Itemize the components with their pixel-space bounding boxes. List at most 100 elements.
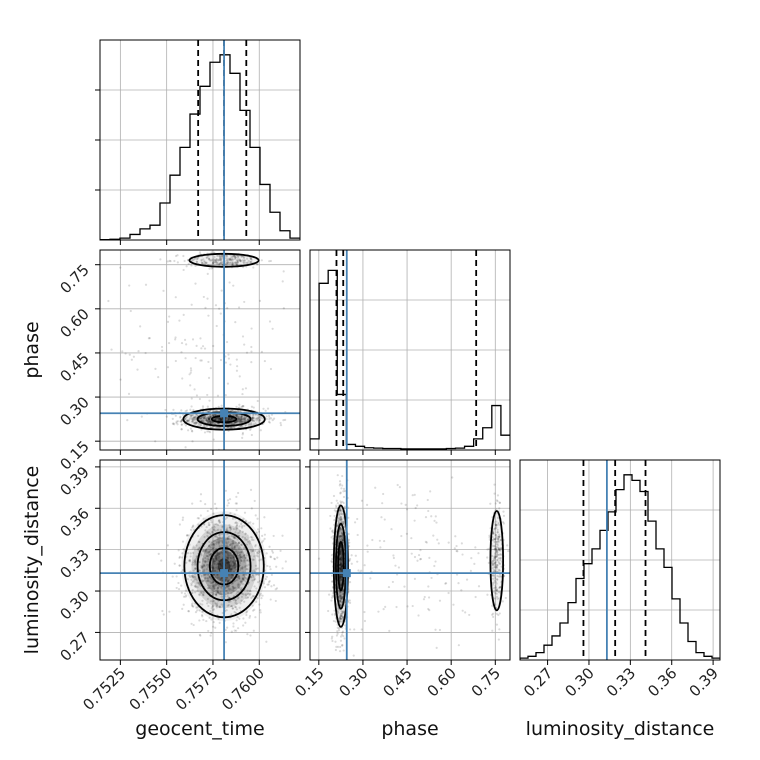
sample-point (187, 419, 190, 422)
panel-frame-22 (519, 459, 721, 661)
sample-point (217, 576, 220, 579)
sample-point (260, 597, 263, 600)
sample-point (193, 257, 196, 261)
sample-point (186, 419, 189, 423)
sample-point (248, 542, 251, 545)
sample-point (492, 559, 495, 562)
sample-point (240, 551, 243, 554)
sample-point (405, 508, 409, 511)
sample-point (235, 421, 238, 424)
sample-point (212, 414, 215, 417)
sample-point (236, 261, 239, 264)
sample-point (204, 560, 207, 563)
sample-point (232, 560, 235, 563)
sample-point (213, 523, 216, 526)
sample-point (495, 564, 499, 567)
sample-point (218, 520, 222, 524)
sample-point (208, 417, 211, 420)
hist-step-luminosity_distance (520, 474, 720, 660)
sample-point (340, 555, 343, 558)
sample-point (221, 417, 224, 421)
sample-point (227, 540, 230, 544)
sample-point (210, 426, 213, 429)
sample-point (231, 585, 234, 588)
sample-point (416, 504, 419, 507)
sample-point (227, 580, 230, 583)
sample-point (218, 621, 221, 624)
sample-point (207, 410, 210, 413)
sample-point (205, 579, 208, 583)
sample-point (272, 417, 276, 420)
sample-point (187, 429, 190, 432)
sample-point (240, 581, 243, 584)
sample-point (371, 538, 374, 542)
sample-point (232, 589, 235, 592)
sample-point (341, 532, 344, 535)
sample-point (230, 534, 233, 537)
panel-frame-10 (99, 249, 301, 451)
sample-point (339, 614, 342, 617)
sample-point (220, 577, 224, 580)
sample-point (262, 539, 265, 542)
sample-point (201, 599, 204, 602)
sample-point (237, 419, 240, 422)
sample-point (184, 410, 187, 413)
sample-point (182, 413, 185, 417)
sample-point (250, 350, 253, 353)
sample-point (489, 502, 492, 505)
sample-point (230, 574, 233, 577)
sample-point (465, 578, 469, 581)
sample-point (202, 618, 205, 621)
sample-point (229, 587, 232, 590)
sample-point (240, 587, 243, 590)
sample-point (217, 254, 220, 257)
sample-point (433, 519, 436, 522)
sample-point (210, 422, 213, 425)
sample-point (232, 542, 235, 545)
sample-point (208, 586, 211, 589)
sample-point (211, 568, 214, 572)
sample-point (341, 539, 345, 542)
sample-point (341, 630, 345, 633)
sample-point (340, 565, 343, 569)
sample-point (208, 418, 211, 421)
sample-point (342, 487, 346, 490)
sample-point (208, 550, 211, 554)
sample-point (339, 594, 342, 597)
sample-point (428, 556, 431, 559)
sample-point (208, 587, 212, 590)
sample-point (495, 564, 498, 567)
sample-point (235, 602, 238, 605)
sample-point (221, 263, 224, 266)
sample-point (335, 645, 338, 648)
sample-point (211, 531, 214, 534)
sample-point (148, 337, 151, 340)
sample-point (231, 263, 234, 267)
sample-point (236, 259, 239, 262)
sample-point (179, 416, 182, 419)
sample-point (497, 523, 500, 526)
sample-point (228, 526, 231, 529)
sample-point (232, 564, 236, 567)
sample-point (202, 517, 205, 520)
sample-point (121, 350, 124, 353)
sample-point (397, 566, 401, 569)
sample-point (220, 578, 223, 581)
sample-point (219, 261, 222, 265)
sample-point (235, 263, 238, 266)
sample-point (494, 586, 498, 589)
sample-point (241, 436, 244, 439)
sample-point (136, 368, 139, 371)
sample-point (339, 563, 342, 566)
sample-point (220, 417, 223, 420)
sample-point (337, 589, 340, 592)
sample-point (455, 549, 458, 553)
sample-point (257, 416, 260, 420)
sample-point (250, 345, 253, 349)
sample-point (340, 575, 343, 578)
sample-point (242, 517, 245, 520)
sample-point (382, 492, 385, 496)
sample-point (231, 582, 234, 585)
sample-point (204, 261, 208, 264)
sample-point (207, 565, 210, 569)
